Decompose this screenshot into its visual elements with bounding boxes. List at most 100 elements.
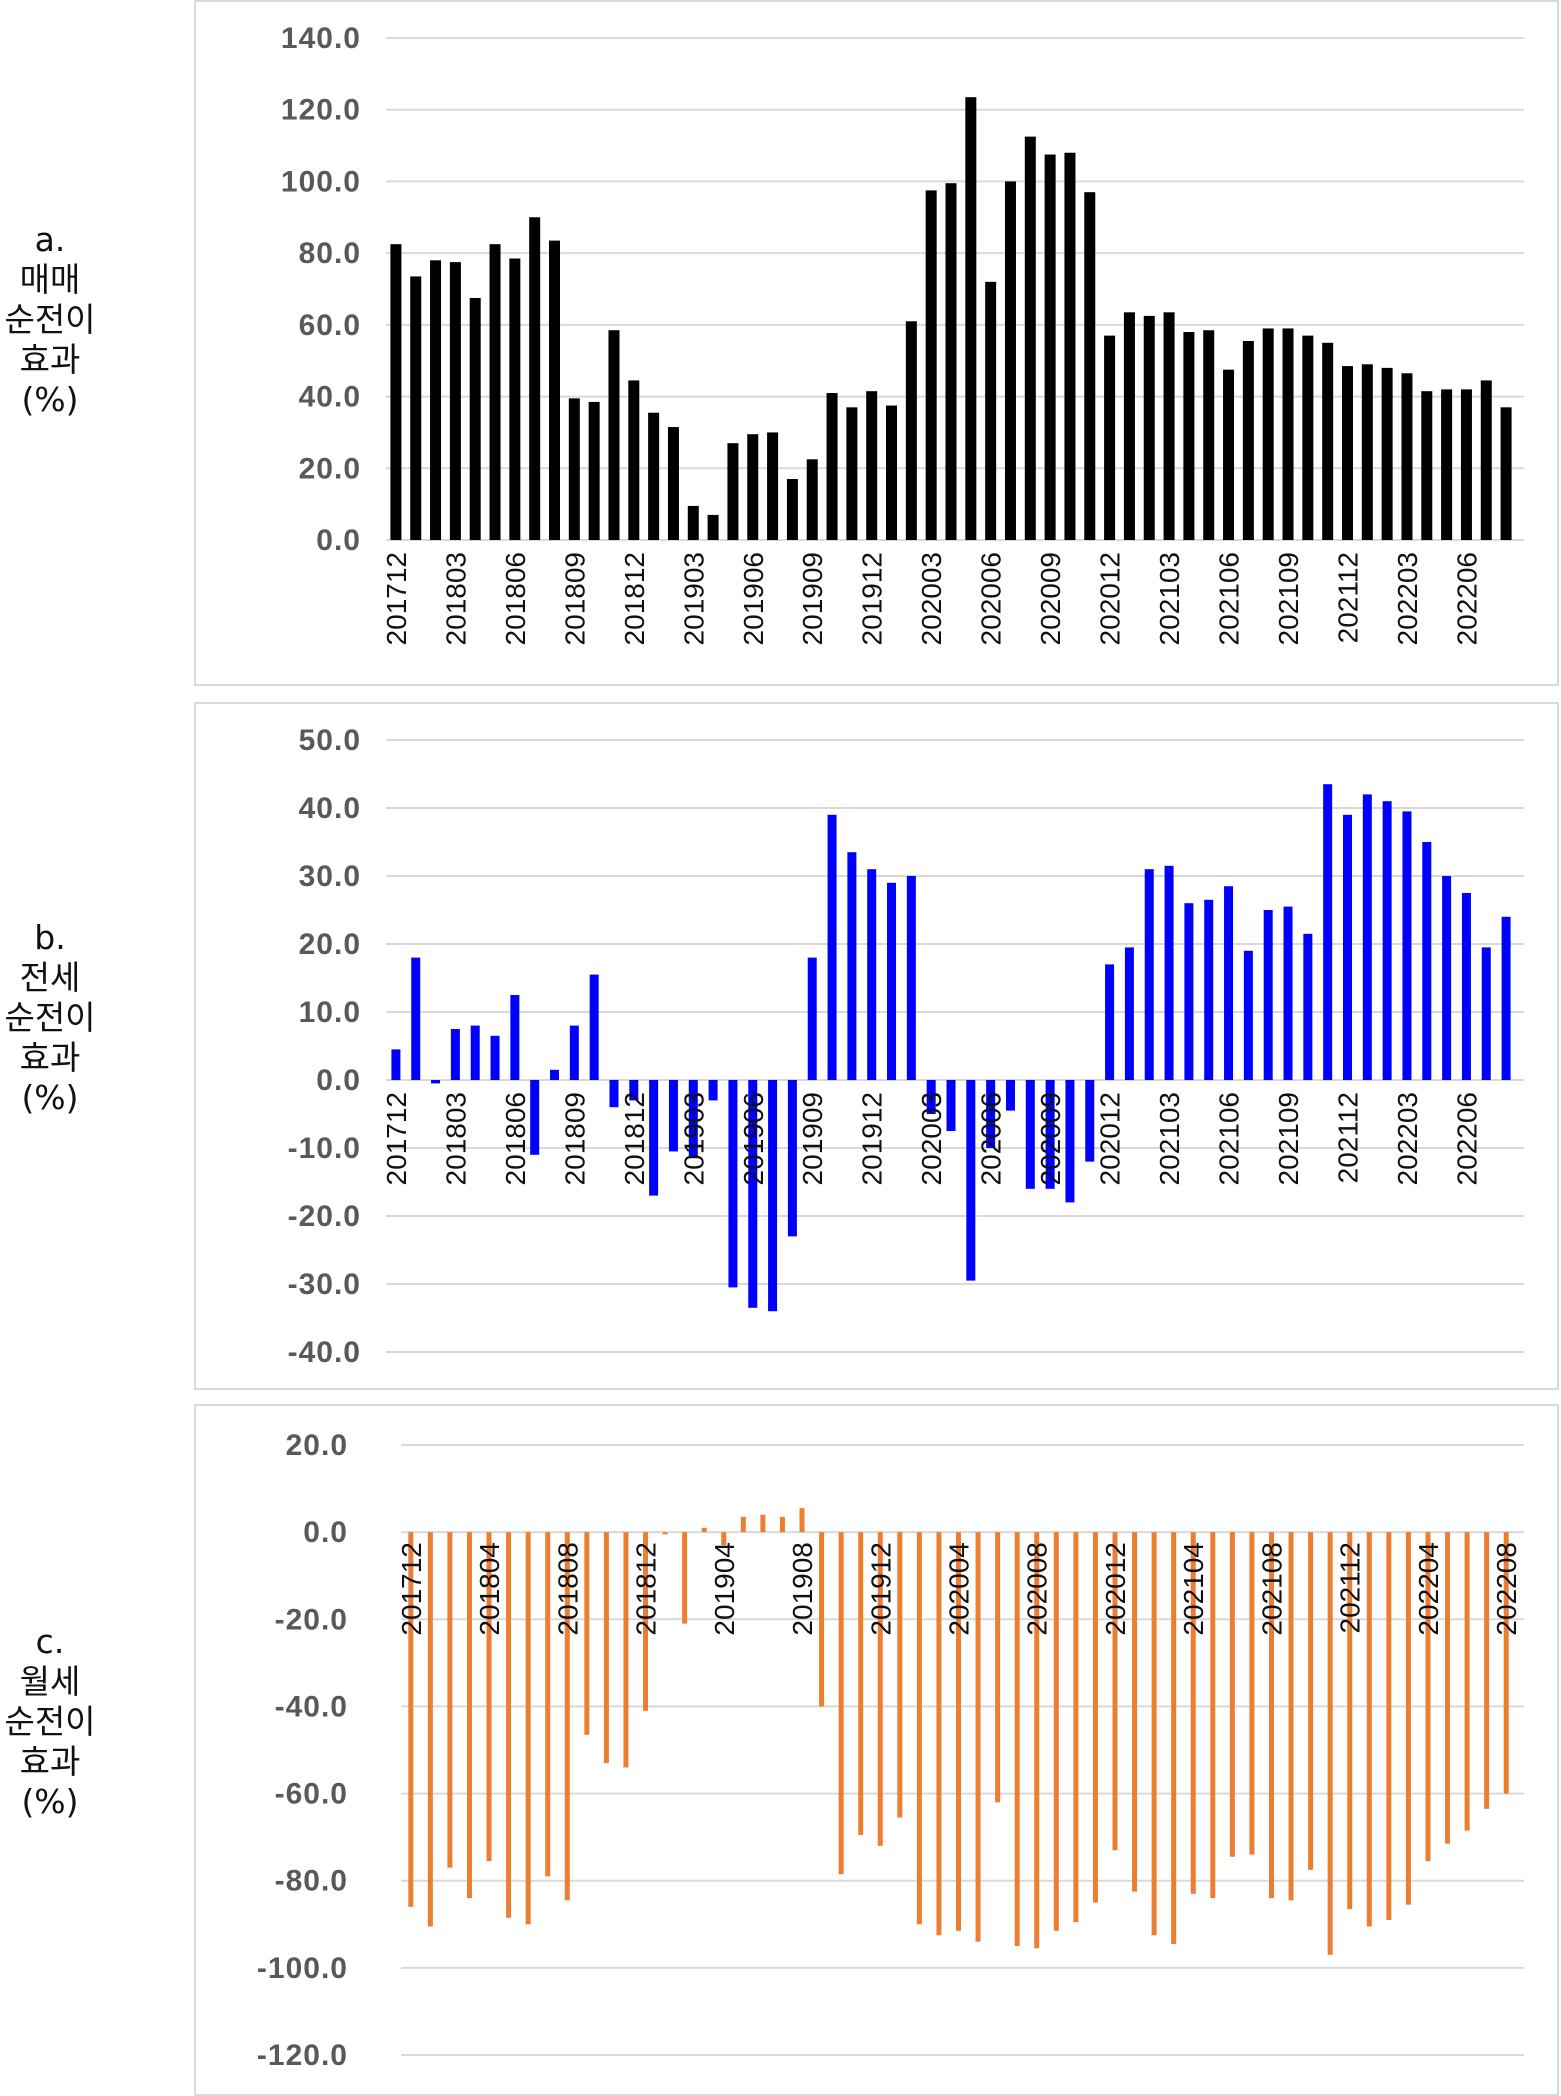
bar xyxy=(470,1025,480,1080)
bar xyxy=(768,1080,778,1312)
bar xyxy=(687,505,699,540)
x-tick-label: 201809 xyxy=(559,552,590,645)
bar xyxy=(1500,407,1512,540)
bar xyxy=(1034,1532,1040,1949)
bar xyxy=(1302,335,1314,540)
panel-a-svg: 140.0 120.0 100.0 80.0 60.0 40.0 20.0 0.0 201712… xyxy=(281,22,1524,645)
bar xyxy=(569,1025,579,1080)
bar xyxy=(1123,312,1135,540)
bar xyxy=(1342,814,1352,1080)
bar xyxy=(747,434,759,540)
bar xyxy=(721,1532,727,1546)
bar xyxy=(847,852,857,1080)
x-tick-label: 201712 xyxy=(381,1092,412,1185)
bar xyxy=(1327,1532,1333,1955)
bar xyxy=(1024,136,1036,540)
bar xyxy=(965,97,977,541)
bar xyxy=(995,1532,1001,1803)
bar xyxy=(525,1532,531,1925)
bar xyxy=(707,514,719,540)
bar xyxy=(486,1532,492,1862)
bar xyxy=(926,1080,936,1114)
x-tick-label: 201812 xyxy=(631,1542,662,1635)
bar xyxy=(1481,947,1491,1080)
bar xyxy=(760,1514,766,1533)
label-line: c. xyxy=(35,1622,65,1661)
bar xyxy=(390,244,402,540)
bar xyxy=(1014,1532,1020,1947)
bar xyxy=(1503,1532,1509,1794)
label-line: (%) xyxy=(21,1078,79,1117)
x-tick-label: 202012 xyxy=(1095,552,1126,645)
bar xyxy=(649,1080,659,1196)
x-tick-label: 202203 xyxy=(1392,552,1423,645)
y-tick-label: 140.0 xyxy=(281,22,361,55)
bar xyxy=(466,1532,472,1899)
bar xyxy=(1283,906,1293,1080)
bar xyxy=(1445,1532,1451,1844)
bar xyxy=(391,1049,401,1080)
bar xyxy=(1045,1080,1055,1189)
label-line: 전세 xyxy=(19,958,81,997)
bar xyxy=(545,1532,551,1877)
bar xyxy=(1249,1532,1255,1855)
bar xyxy=(1282,328,1294,540)
bar xyxy=(1044,154,1056,541)
bar xyxy=(509,258,521,540)
y-tick-label: 80.0 xyxy=(299,237,361,270)
label-line: 효과 xyxy=(19,340,81,379)
label-line: 순전이 xyxy=(4,998,96,1037)
x-tick-label: 202012 xyxy=(1095,1092,1126,1185)
x-tick-label: 202008 xyxy=(1022,1542,1053,1635)
y-tick-label: 60.0 xyxy=(299,309,361,342)
bar xyxy=(1064,152,1076,540)
bar xyxy=(549,240,561,541)
x-tick-label: 202112 xyxy=(1332,552,1363,643)
bar xyxy=(826,392,838,540)
bar xyxy=(1092,1532,1098,1903)
bar xyxy=(1288,1532,1294,1901)
y-tick-label: -60.0 xyxy=(275,1778,348,1811)
bar xyxy=(1381,367,1393,540)
y-tick-label: -30.0 xyxy=(288,1268,361,1301)
bar xyxy=(806,459,818,540)
panel-b-ylabel: b. 전세 순전이 효과 (%) xyxy=(0,918,100,1118)
x-tick-label: 202208 xyxy=(1491,1542,1522,1635)
x-tick-label: 201808 xyxy=(552,1542,583,1635)
bar xyxy=(925,190,937,540)
y-tick-label: -20.0 xyxy=(275,1603,348,1636)
x-tick-label: 201712 xyxy=(396,1542,427,1635)
bar xyxy=(956,1532,961,1931)
x-tick-label: 201806 xyxy=(500,1092,531,1185)
x-tick-label: 202108 xyxy=(1256,1542,1287,1635)
bar xyxy=(1461,893,1471,1080)
y-tick-label: -40.0 xyxy=(275,1690,348,1723)
bar xyxy=(550,1069,560,1080)
bar xyxy=(858,1532,864,1835)
x-tick-label: 202109 xyxy=(1273,1092,1304,1185)
bar xyxy=(564,1532,570,1901)
bar xyxy=(450,1029,460,1080)
bar xyxy=(1143,315,1155,540)
x-tick-label: 202109 xyxy=(1273,552,1304,645)
bar xyxy=(1085,1080,1095,1162)
bar xyxy=(1171,1532,1177,1944)
y-tick-label: 20.0 xyxy=(299,928,361,961)
bar xyxy=(728,1080,738,1288)
bar xyxy=(628,380,640,540)
bar xyxy=(408,1532,414,1907)
bar xyxy=(1204,899,1214,1080)
bar xyxy=(1164,865,1174,1080)
x-tick-label: 201906 xyxy=(738,1092,769,1185)
x-tick-label: 201812 xyxy=(619,552,650,645)
bar xyxy=(827,814,837,1080)
x-tick-label: 202003 xyxy=(916,1092,947,1185)
x-tick-label: 202104 xyxy=(1178,1542,1209,1635)
bar xyxy=(1262,328,1274,540)
panel-c-ylabel: c. 월세 순전이 효과 (%) xyxy=(0,1622,100,1822)
x-tick-label: 202206 xyxy=(1451,552,1482,645)
x-tick-label: 201912 xyxy=(857,552,888,645)
bar xyxy=(510,995,520,1080)
bar xyxy=(1464,1532,1470,1831)
bar xyxy=(748,1080,758,1308)
